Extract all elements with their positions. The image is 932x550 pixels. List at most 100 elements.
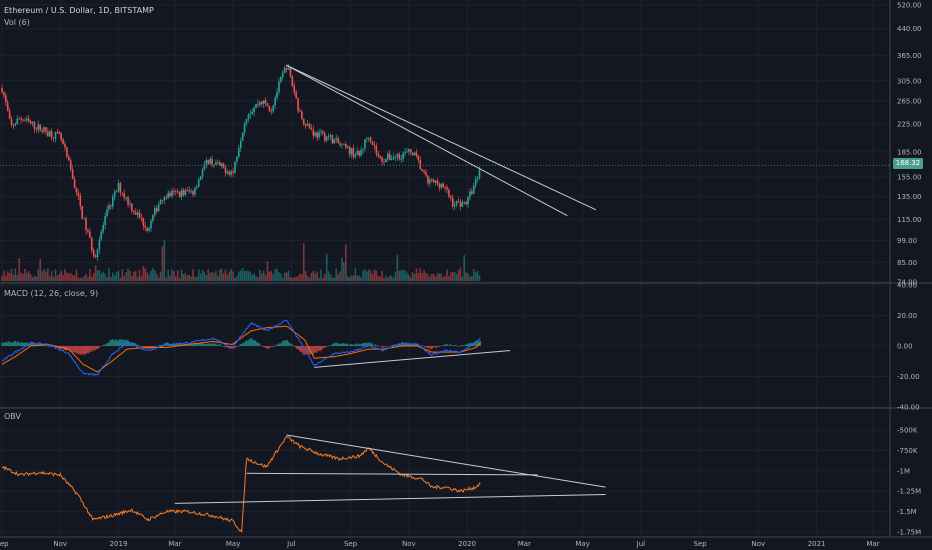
macd-histogram-bar — [189, 344, 191, 346]
macd-histogram-bar — [438, 346, 440, 347]
volume-bar — [241, 268, 244, 281]
candle-body — [136, 212, 139, 215]
volume-bar — [425, 273, 427, 281]
macd-histogram-bar — [38, 343, 40, 346]
macd-histogram-bar — [470, 342, 472, 346]
volume-bar — [453, 271, 456, 281]
candle-body — [92, 250, 95, 256]
macd-histogram-bar — [194, 343, 196, 346]
macd-histogram-bar — [206, 343, 208, 346]
volume-bar — [217, 275, 219, 281]
macd-histogram-bar — [118, 340, 119, 346]
macd-histogram-bar — [80, 346, 82, 355]
candle-body — [125, 197, 127, 198]
candle-body — [272, 105, 275, 112]
macd-histogram-bar — [380, 346, 382, 347]
time-axis-tick-label: 2021 — [808, 540, 826, 548]
candle-body — [394, 156, 397, 158]
volume-bar — [409, 277, 412, 281]
candle-body — [312, 129, 315, 136]
volume-bar — [184, 273, 187, 281]
macd-histogram-bar — [242, 342, 244, 346]
candle-body — [175, 191, 177, 192]
volume-bar — [56, 275, 59, 281]
macd-histogram-bar — [322, 346, 324, 349]
macd-histogram-bar — [456, 345, 458, 346]
macd-histogram-bar — [426, 346, 428, 348]
volume-bar — [98, 269, 101, 281]
volume-bar — [249, 271, 252, 281]
volume-bar — [104, 273, 106, 281]
volume-bar — [306, 275, 309, 281]
macd-histogram-bar — [95, 346, 97, 350]
candle-body — [102, 224, 105, 232]
candle-body — [96, 249, 99, 258]
candle-body — [259, 101, 261, 105]
volume-bar — [18, 257, 20, 281]
macd-histogram-bar — [432, 346, 434, 349]
macd-histogram-bar — [421, 345, 423, 347]
candle-body — [108, 205, 110, 210]
macd-histogram-bar — [40, 345, 42, 346]
macd-histogram-bar — [402, 342, 404, 346]
macd-histogram-bar — [160, 345, 161, 346]
macd-histogram-bar — [67, 346, 69, 351]
volume-bar — [188, 274, 190, 281]
time-axis-tick-label: May — [226, 540, 240, 548]
macd-histogram-bar — [331, 344, 332, 346]
candle-body — [150, 220, 152, 229]
volume-bar — [413, 274, 416, 281]
volume-bar — [197, 269, 200, 281]
macd-histogram-bar — [234, 346, 236, 347]
macd-histogram-bar — [237, 346, 239, 347]
macd-histogram-bar — [453, 345, 455, 346]
candle-body — [318, 132, 320, 138]
candle-body — [217, 162, 219, 164]
macd-histogram-bar — [224, 346, 225, 348]
candle-body — [186, 190, 189, 191]
volume-bar — [230, 269, 232, 281]
macd-histogram-bar — [287, 340, 288, 346]
candle-body — [455, 201, 458, 205]
macd-histogram-bar — [379, 345, 381, 347]
candle-body — [39, 124, 41, 131]
volume-bar — [423, 269, 425, 281]
volume-indicator-label: Vol (6) — [4, 18, 30, 27]
macd-histogram-bar — [244, 342, 246, 346]
macd-axis-tick-label: -20.00 — [897, 373, 920, 381]
candle-body — [75, 187, 78, 193]
obv-axis-tick-label: -750K — [897, 447, 918, 455]
macd-histogram-bar — [283, 340, 285, 346]
macd-histogram-bar — [177, 343, 179, 346]
candle-body — [127, 197, 129, 205]
macd-histogram-bar — [348, 344, 350, 346]
macd-histogram-bar — [364, 343, 366, 346]
candle-body — [299, 110, 301, 112]
macd-histogram-bar — [204, 344, 205, 346]
volume-bar — [239, 270, 242, 281]
macd-histogram-bar — [371, 343, 373, 346]
candle-body — [281, 72, 284, 77]
macd-histogram-bar — [85, 346, 87, 354]
volume-bar — [81, 277, 84, 281]
candle-body — [152, 215, 154, 221]
volume-bar — [85, 273, 87, 281]
macd-histogram-bar — [301, 346, 303, 352]
macd-histogram-bar — [187, 345, 189, 346]
macd-histogram-bar — [369, 342, 371, 346]
macd-histogram-bar — [423, 345, 425, 347]
macd-histogram-bar — [155, 346, 157, 348]
volume-bar — [165, 277, 168, 281]
macd-histogram-bar — [132, 342, 134, 346]
volume-bar — [318, 277, 320, 281]
macd-histogram-bar — [96, 346, 97, 349]
macd-histogram-bar — [300, 346, 302, 353]
macd-histogram-bar — [471, 343, 473, 346]
macd-histogram-bar — [117, 340, 119, 346]
macd-histogram-bar — [249, 338, 251, 346]
volume-bar — [320, 269, 322, 281]
candle-body — [375, 145, 378, 154]
candle-body — [337, 138, 339, 144]
candle-body — [472, 185, 475, 194]
